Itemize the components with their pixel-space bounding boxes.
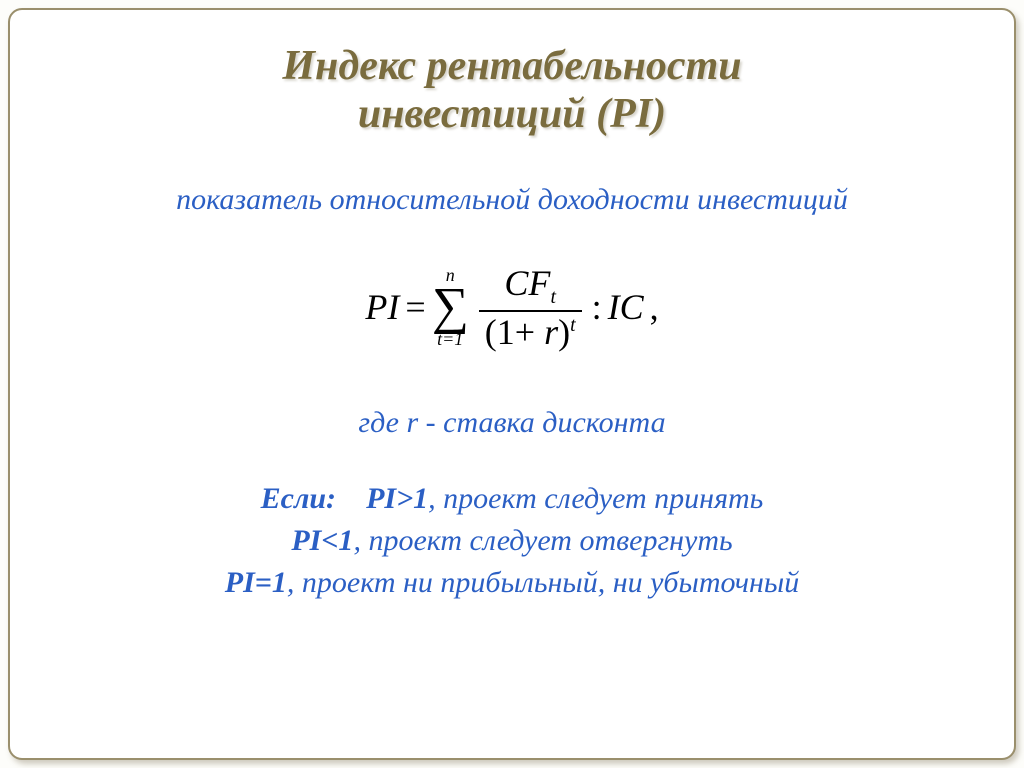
formula-lhs: PI xyxy=(365,286,399,328)
den-close: ) xyxy=(558,312,570,352)
fraction: CFt (1+ r)t xyxy=(479,265,582,350)
formula-tail: , xyxy=(650,286,659,328)
subtitle: показатель относительной доходности инве… xyxy=(10,183,1014,217)
where-line: где r - ставка дисконта xyxy=(10,406,1014,440)
rule-2: PI<1, проект следует отвергнуть xyxy=(10,520,1014,562)
slide-frame: Индекс рентабельности инвестиций (PI) по… xyxy=(8,8,1016,760)
den-plus: + xyxy=(515,312,535,352)
denominator: (1+ r)t xyxy=(479,310,582,350)
rule-3-text: , проект ни прибыльный, ни убыточный xyxy=(287,566,799,599)
rule-2-text: , проект следует отвергнуть xyxy=(353,524,732,557)
formula-divide: : xyxy=(592,286,602,328)
rules-intro: Если: xyxy=(261,482,336,515)
num-sub: t xyxy=(550,286,556,308)
rule-1: Если: PI>1, проект следует принять xyxy=(10,478,1014,520)
sigma-symbol: ∑ xyxy=(432,284,469,331)
rule-1-cond: PI>1 xyxy=(366,482,428,515)
formula-block: PI = n ∑ t=1 CFt (1+ r)t : IC , xyxy=(10,265,1014,350)
slide-title: Индекс рентабельности инвестиций (PI) xyxy=(10,42,1014,139)
num-base: CF xyxy=(504,263,550,303)
formula-eq: = xyxy=(405,286,425,328)
rule-1-text: , проект следует принять xyxy=(428,482,763,515)
formula-rhs: IC xyxy=(608,286,644,328)
den-open: (1 xyxy=(485,312,515,352)
decision-rules: Если: PI>1, проект следует принять PI<1,… xyxy=(10,478,1014,604)
formula: PI = n ∑ t=1 CFt (1+ r)t : IC , xyxy=(365,265,658,350)
title-line-1: Индекс рентабельности xyxy=(282,43,741,89)
title-line-2: инвестиций (PI) xyxy=(358,91,666,137)
den-var: r xyxy=(544,312,558,352)
sum-lower: t=1 xyxy=(437,330,463,348)
den-exp: t xyxy=(570,314,576,336)
rule-3-cond: PI=1 xyxy=(225,566,287,599)
rule-2-cond: PI<1 xyxy=(291,524,353,557)
summation: n ∑ t=1 xyxy=(432,266,469,349)
rule-3: PI=1, проект ни прибыльный, ни убыточный xyxy=(10,562,1014,604)
numerator: CFt xyxy=(498,265,562,310)
